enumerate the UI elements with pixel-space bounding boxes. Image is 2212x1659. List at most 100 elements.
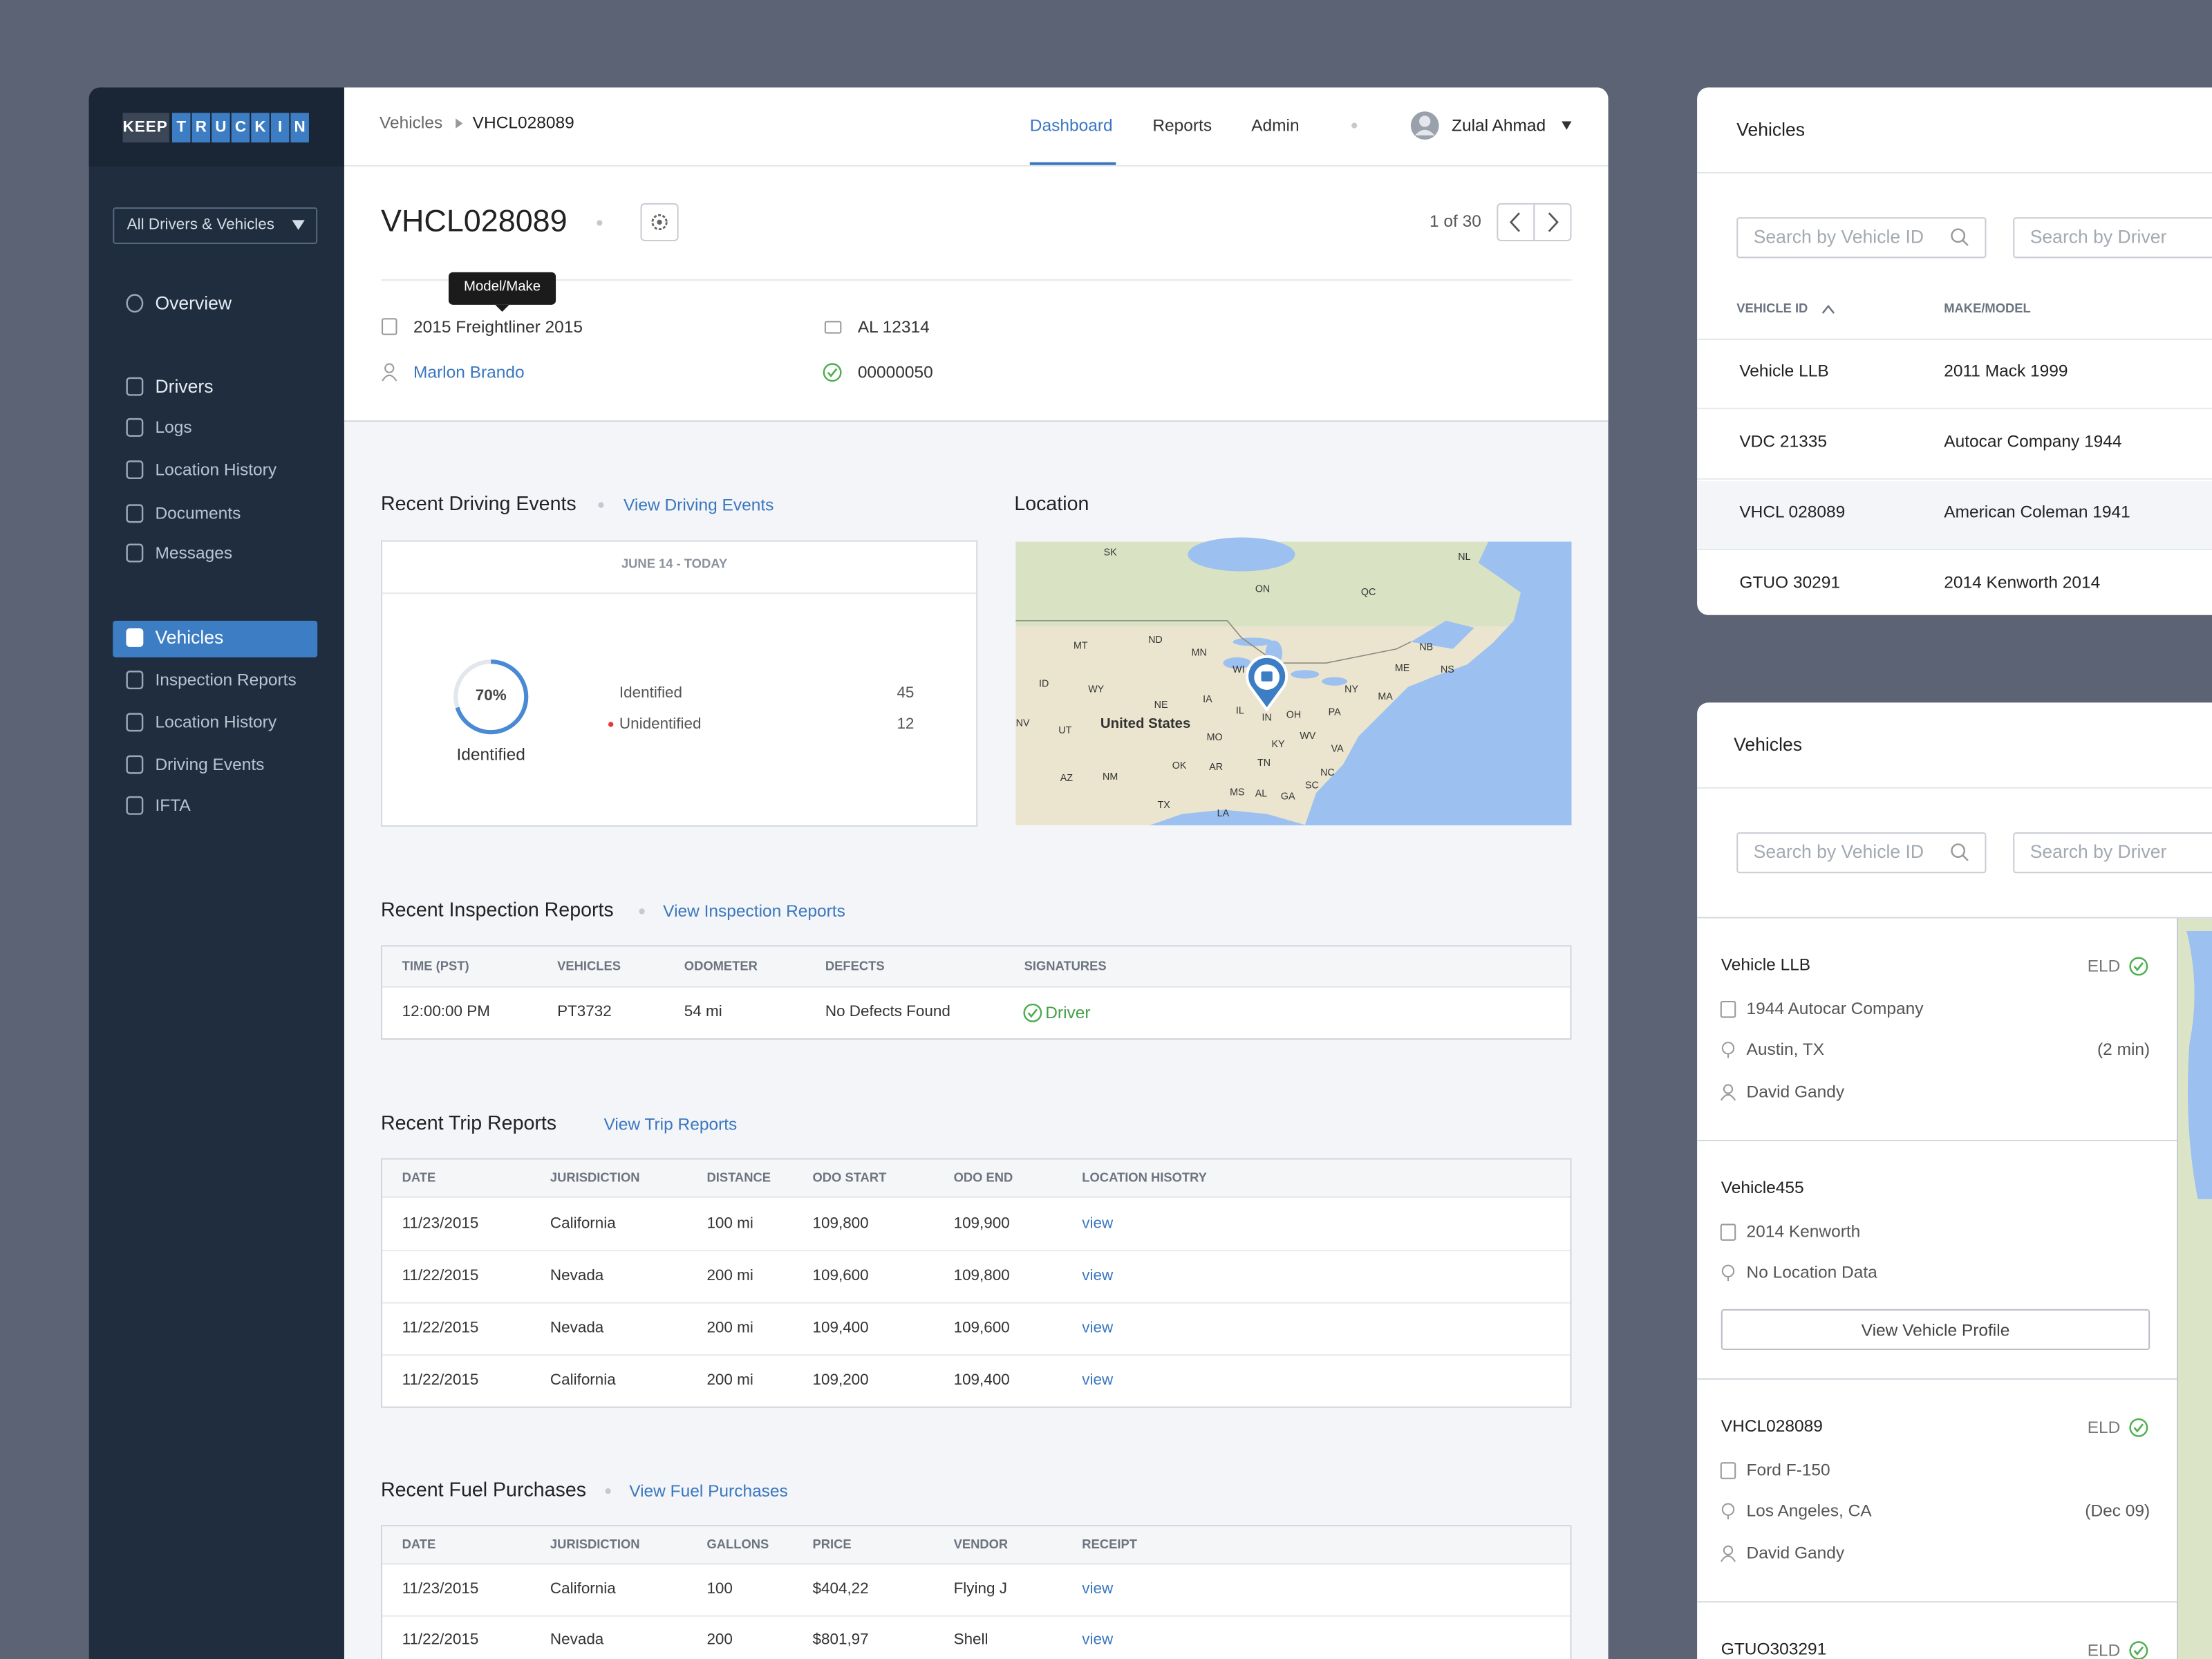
map-label: NV (1015, 719, 1030, 729)
row[interactable] (1697, 340, 2212, 409)
table (381, 1158, 1572, 1408)
nav-item[interactable]: Location History (155, 712, 277, 732)
nav-item[interactable]: Messages (155, 543, 233, 563)
pager-count: 1 of 30 (1429, 211, 1481, 232)
separator-dot (597, 220, 603, 226)
search-input[interactable] (1736, 832, 1987, 874)
nav-item[interactable]: IFTA (155, 795, 191, 816)
card-name[interactable]: Vehicle455 (1721, 1177, 1804, 1198)
search-icon (1962, 854, 1969, 861)
column-header: RECEIPT (1082, 1537, 1137, 1552)
cell: 12:00:00 PM (402, 1003, 490, 1021)
row-link[interactable]: view (1082, 1580, 1114, 1598)
map-label: NC (1320, 768, 1335, 779)
section-link[interactable]: View Fuel Purchases (629, 1481, 788, 1501)
event-label: Identified (619, 684, 683, 702)
card-name[interactable]: VHCL028089 (1721, 1416, 1823, 1436)
nav-item[interactable]: Overview (155, 292, 232, 314)
section-link[interactable]: View Driving Events (624, 494, 774, 515)
eld-badge: ELD (2087, 1640, 2121, 1659)
map-label: QC (1360, 588, 1376, 598)
nav-active[interactable] (113, 620, 318, 658)
nav-icon (126, 671, 144, 690)
nav-item[interactable]: Location History (155, 459, 277, 480)
filter-dropdown[interactable] (113, 207, 318, 245)
breadcrumb-arrow (456, 118, 463, 129)
caret (292, 220, 305, 230)
tab[interactable]: Admin (1251, 115, 1300, 135)
plate-icon (824, 321, 842, 334)
filter-label[interactable]: All Drivers & Vehicles (126, 216, 275, 234)
cell: 200 mi (706, 1371, 753, 1388)
nav-item[interactable]: Drivers (155, 375, 214, 397)
nav-icon (126, 460, 144, 480)
row-link[interactable]: view (1082, 1371, 1114, 1388)
row[interactable] (1697, 411, 2212, 480)
prev-button[interactable] (1497, 203, 1535, 241)
card-model: 2014 Kenworth (1746, 1221, 1861, 1241)
nav-item[interactable]: Logs (155, 417, 192, 438)
card-divider (1697, 1378, 2177, 1380)
header-divider (381, 279, 1572, 281)
event-count: 45 (897, 684, 915, 702)
cell: $801,97 (812, 1631, 869, 1649)
cell: 109,600 (953, 1318, 1010, 1336)
map-label: IL (1235, 706, 1244, 717)
map-label: NL (1458, 552, 1471, 563)
next-button[interactable] (1533, 203, 1572, 241)
model-icon (1720, 1462, 1736, 1479)
map-label: LA (1217, 809, 1230, 820)
nav-icon (126, 796, 144, 815)
signature-check (1027, 1009, 1038, 1018)
location-icon (1721, 1264, 1735, 1277)
row-link[interactable]: view (1082, 1266, 1114, 1284)
nav-item[interactable]: Inspection Reports (155, 669, 297, 690)
nav-item[interactable]: Vehicles (155, 626, 224, 648)
button-label[interactable]: View Vehicle Profile (1861, 1319, 2010, 1340)
search-input[interactable] (2013, 832, 2212, 874)
tab[interactable]: Dashboard (1029, 115, 1113, 135)
map-label: SK (1103, 548, 1117, 559)
map-label: ME (1394, 664, 1410, 675)
cell: 11/23/2015 (402, 1580, 479, 1598)
nav-icon (126, 628, 144, 647)
column-header: GALLONS (706, 1537, 769, 1552)
map-label: IN (1262, 713, 1272, 724)
great-lake (1232, 637, 1273, 646)
location-icon (1721, 1042, 1735, 1055)
section-title: Recent Fuel Purchases (381, 1477, 587, 1501)
row-selected[interactable] (1697, 480, 2212, 550)
column-header: PRICE (812, 1537, 852, 1552)
row-link[interactable]: view (1082, 1318, 1114, 1336)
signature: Driver (1045, 1002, 1091, 1023)
map-label: SC (1305, 781, 1319, 791)
tab[interactable]: Reports (1152, 115, 1212, 135)
column-header: TIME (PST) (402, 958, 469, 973)
hudson-bay (1188, 537, 1295, 572)
view-profile-button[interactable] (1721, 1309, 2150, 1351)
search-input[interactable] (2013, 217, 2212, 259)
logo-letter: C (234, 119, 247, 136)
column-header: ODO END (953, 1170, 1013, 1185)
section-link[interactable]: View Trip Reports (603, 1114, 738, 1134)
driver-link[interactable]: Marlon Brando (413, 362, 525, 382)
nav-item[interactable]: Driving Events (155, 754, 265, 775)
row-link[interactable]: view (1082, 1631, 1114, 1649)
breadcrumb[interactable]: Vehicles (379, 112, 443, 133)
card-name[interactable]: Vehicle LLB (1721, 955, 1811, 975)
section-title: Recent Inspection Reports (381, 898, 614, 921)
section-link[interactable]: View Inspection Reports (663, 901, 845, 921)
date-range: JUNE 14 - TODAY (621, 556, 728, 571)
map-label: MA (1378, 692, 1393, 702)
row-link[interactable]: view (1082, 1214, 1114, 1232)
table-header (382, 1159, 1571, 1198)
search-input[interactable] (1736, 217, 1987, 259)
cell: 109,600 (812, 1266, 869, 1284)
avatar-head (1419, 115, 1431, 127)
nav-item[interactable]: Documents (155, 503, 241, 523)
user-name[interactable]: Zulal Ahmad (1451, 115, 1546, 135)
card-name[interactable]: GTUO303291 (1721, 1639, 1827, 1659)
column-header: JURISDICTION (550, 1537, 640, 1552)
